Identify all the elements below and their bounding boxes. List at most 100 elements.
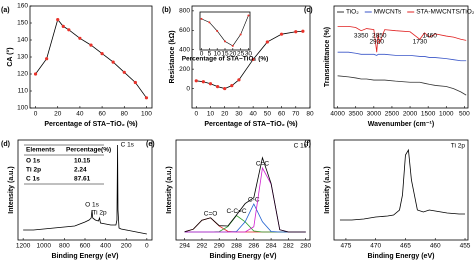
- data-point: [100, 52, 104, 56]
- y-axis-label: Intensity (a.u.): [324, 166, 331, 213]
- data-point: [237, 78, 241, 82]
- x-tick-label: 20: [54, 111, 62, 118]
- x-axis-label: Binding Energy (eV): [368, 253, 435, 260]
- x-tick-label: 2000: [403, 111, 418, 118]
- y-tick-label: 0: [186, 85, 190, 92]
- x-tick-label: 1000: [37, 243, 52, 250]
- y-tick-label: 600: [179, 27, 190, 34]
- x-axis-label: Percentage of STA−TiO₂ (%): [204, 121, 297, 128]
- x-tick-label: 80: [306, 111, 314, 118]
- x-tick-label: 2500: [385, 111, 400, 118]
- table-cell: O 1s: [26, 158, 40, 165]
- panel-label: (f): [304, 141, 311, 148]
- peak-name: C=C: [256, 161, 269, 168]
- x-tick-label: 70: [292, 111, 300, 118]
- x-tick-label: 470: [370, 243, 381, 250]
- data-point: [251, 57, 255, 62]
- data-point: [56, 18, 60, 22]
- plot-frame: [191, 5, 311, 109]
- y-tick-label: 140: [17, 37, 28, 44]
- peak-label: 1730: [413, 39, 428, 46]
- data-line: [337, 75, 467, 96]
- data-point: [201, 80, 205, 84]
- x-axis-label: Binding Energy (eV): [52, 253, 119, 260]
- x-axis-label: Binding Energy (eV): [210, 253, 277, 260]
- plot-frame: [29, 5, 153, 109]
- x-tick-label: 465: [400, 243, 411, 250]
- x-axis-label: Percentage of STA−TiO₂ (%): [182, 56, 269, 63]
- y-tick-label: 100: [17, 105, 28, 112]
- x-tick-label: 0: [145, 243, 149, 250]
- data-point: [223, 86, 227, 91]
- x-tick-label: 286: [248, 243, 259, 250]
- data-point: [89, 43, 93, 47]
- peak-label: 2920: [370, 39, 385, 46]
- x-tick-label: 292: [197, 243, 208, 250]
- data-point: [61, 24, 65, 28]
- data-point: [265, 40, 269, 44]
- x-tick-label: 455: [460, 243, 471, 250]
- data-point: [144, 96, 149, 100]
- data-point: [216, 30, 219, 32]
- peak-name: C=O: [204, 211, 218, 218]
- legend-label: MWCNTs: [374, 9, 402, 16]
- y-tick-label: 800: [179, 8, 190, 15]
- x-tick-label: 100: [141, 111, 152, 118]
- peak-label: Ti 2p: [92, 210, 107, 217]
- x-tick-label: 1000: [439, 111, 454, 118]
- x-tick-label: 40: [76, 111, 84, 118]
- peak-name: C-C=C: [226, 208, 246, 215]
- x-tick-label: 282: [283, 243, 294, 250]
- table-cell: C 1s: [26, 176, 40, 183]
- data-point: [208, 82, 213, 86]
- x-tick-label: 40: [250, 111, 258, 118]
- x-tick-label: 800: [59, 243, 70, 250]
- x-tick-label: 294: [179, 243, 190, 250]
- data-line: [23, 144, 147, 235]
- x-tick-label: 500: [459, 111, 470, 118]
- x-tick-label: 4000: [330, 111, 345, 118]
- x-tick-label: 280: [300, 243, 311, 250]
- panel-label: (e): [146, 141, 155, 148]
- y-tick-label: 130: [17, 54, 28, 61]
- y-tick-label: 120: [17, 71, 28, 78]
- y-tick-label: 200: [179, 66, 190, 73]
- peak-label: 1460: [422, 33, 437, 40]
- x-tick-label: 400: [100, 243, 111, 250]
- data-point: [111, 60, 115, 64]
- x-tick-label: 0: [200, 51, 204, 58]
- x-tick-label: 475: [340, 243, 351, 250]
- data-point: [224, 40, 226, 43]
- data-point: [294, 30, 298, 34]
- x-tick-label: 3000: [367, 111, 382, 118]
- data-line: [35, 18, 147, 99]
- table-cell: 2.24: [74, 167, 87, 174]
- x-axis-label: Percentage of STA−TiO₂ (%): [44, 121, 137, 128]
- x-tick-label: 0: [194, 111, 198, 118]
- y-tick-label: 110: [18, 88, 29, 95]
- data-point: [247, 14, 250, 17]
- plot-frame: [333, 139, 469, 241]
- corner-label: C 1s: [294, 143, 308, 150]
- y-tick-label: 400: [179, 46, 190, 53]
- data-point: [230, 84, 234, 88]
- y-tick-label: 150: [17, 20, 28, 27]
- table-header: Percentage(%): [66, 147, 111, 154]
- data-line: [184, 156, 306, 233]
- y-axis-label: Intensity (a.u.): [166, 166, 173, 213]
- panel-label: (d): [1, 141, 10, 148]
- legend-label: TiO₂: [346, 9, 359, 16]
- peak-label: O 1s: [85, 202, 99, 209]
- panel-label: (b): [162, 7, 171, 14]
- y-axis-label: Intensity (a.u.): [8, 166, 15, 213]
- x-tick-label: 30: [235, 111, 243, 118]
- x-tick-label: 600: [80, 243, 91, 250]
- x-tick-label: 3500: [348, 111, 363, 118]
- data-line: [337, 26, 467, 53]
- legend-label: STA-MWCNTS/TiO₂: [416, 9, 474, 16]
- data-point: [215, 85, 220, 89]
- x-tick-label: 20: [221, 111, 229, 118]
- data-point: [239, 33, 242, 36]
- data-point: [208, 21, 211, 24]
